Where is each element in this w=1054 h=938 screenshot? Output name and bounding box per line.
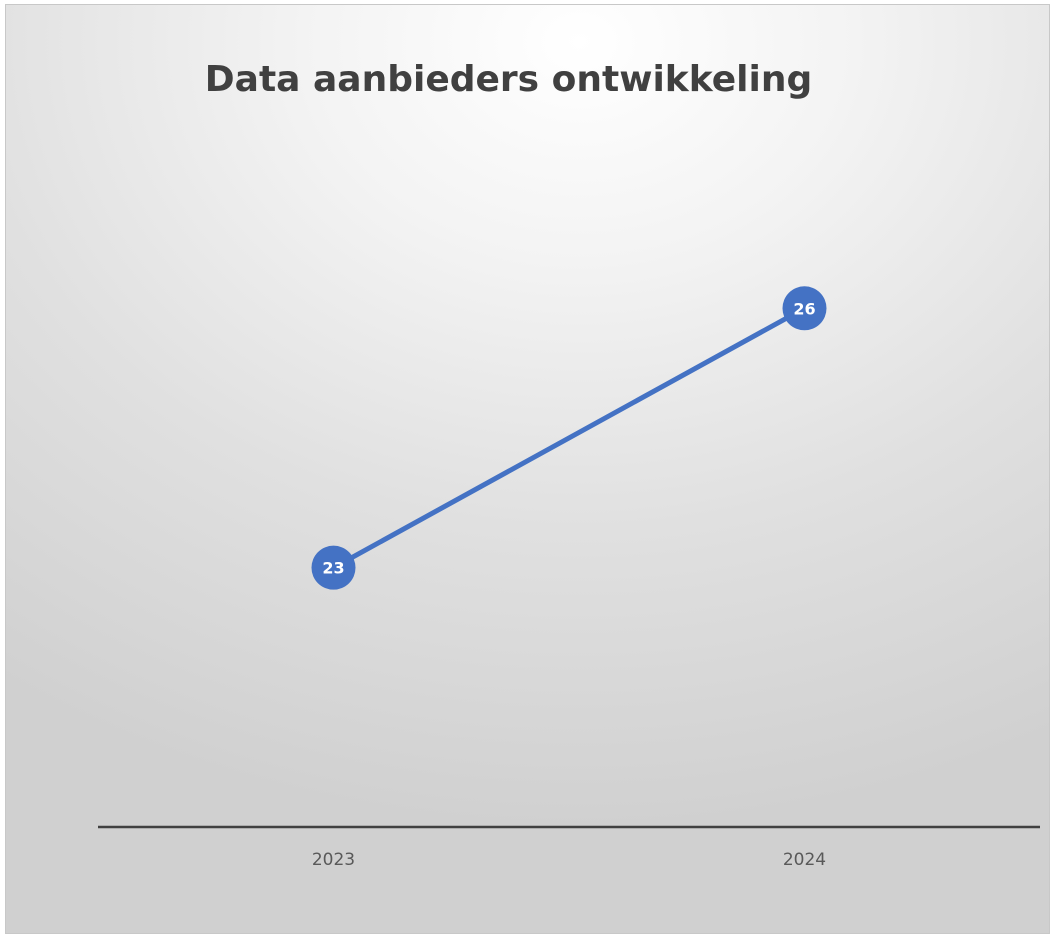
data-point-2023 — [311, 545, 356, 590]
data-label-2023: 23 — [322, 559, 344, 578]
data-label-2024: 26 — [793, 299, 815, 318]
plot-area: 2023 2024 23 26 — [98, 286, 1040, 870]
chart-area: Data aanbieders ontwikkeling 2023 2024 23 2… — [5, 4, 1050, 934]
x-tick-label-2024: 2024 — [783, 850, 826, 870]
chart-title: Data aanbieders ontwikkeling — [204, 59, 813, 100]
x-tick-label-2023: 2023 — [312, 850, 355, 870]
series-line-0 — [331, 305, 807, 571]
data-point-2024 — [782, 286, 827, 331]
